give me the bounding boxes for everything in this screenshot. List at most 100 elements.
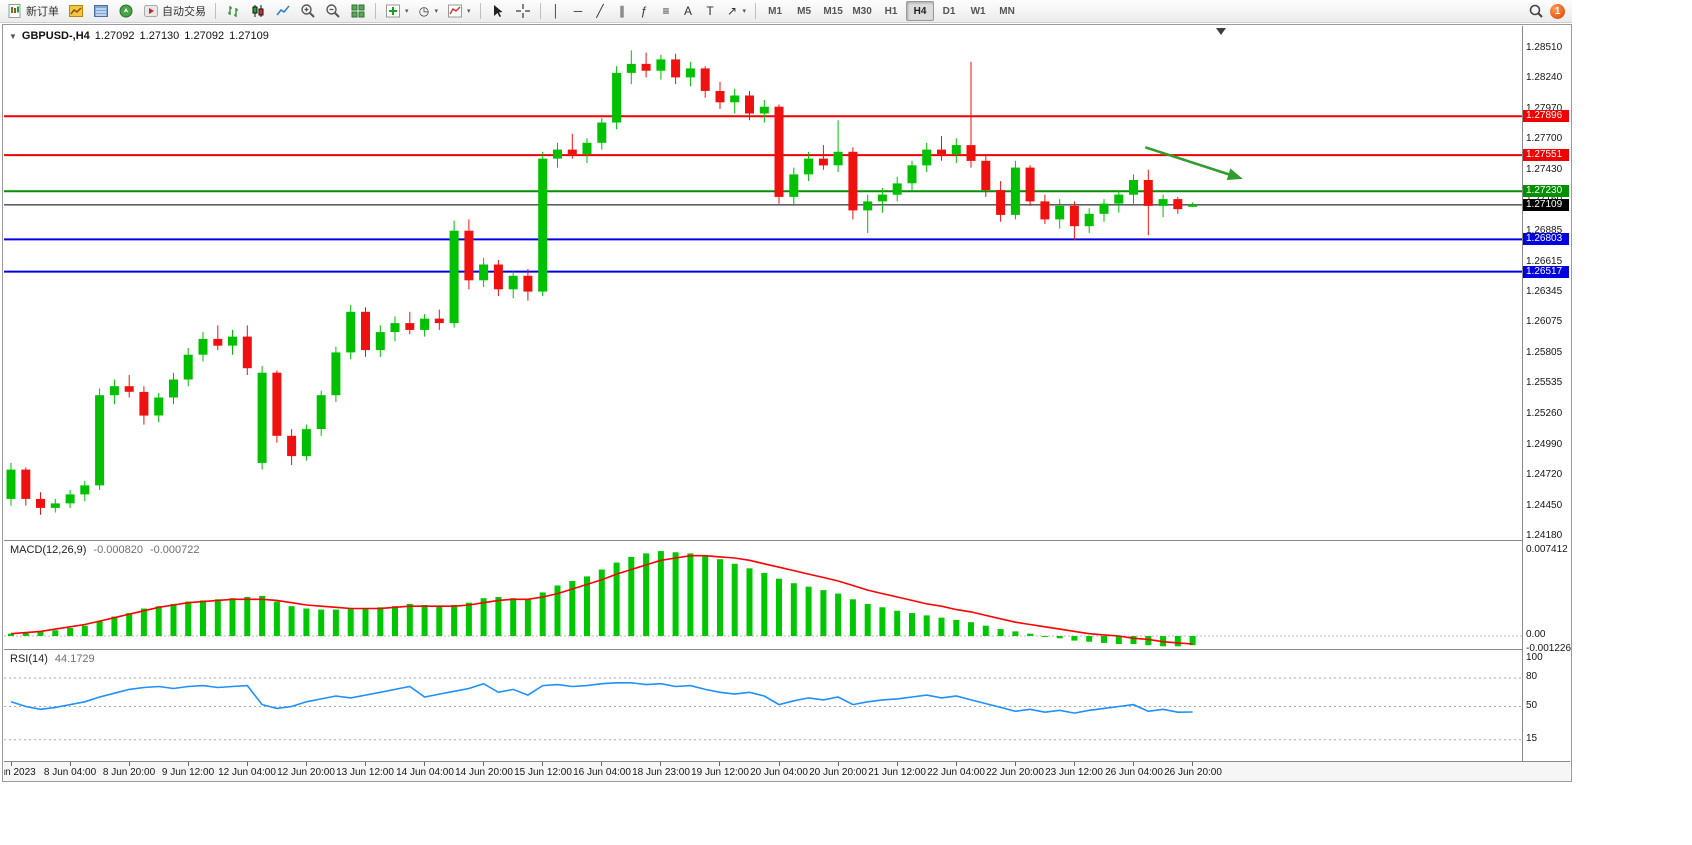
candle-body[interactable] xyxy=(1143,180,1153,206)
candle-body[interactable] xyxy=(1040,201,1050,220)
arrows-tool-button[interactable]: ↗ ▾ xyxy=(722,1,751,21)
candle-body[interactable] xyxy=(685,68,695,78)
candle-body[interactable] xyxy=(818,158,828,166)
timeframe-button-w1[interactable]: W1 xyxy=(970,5,986,17)
symbol-caret-icon[interactable]: ▼ xyxy=(9,31,17,41)
candle-body[interactable] xyxy=(21,469,31,499)
candle-body[interactable] xyxy=(1188,204,1198,207)
candle-body[interactable] xyxy=(1010,167,1020,215)
candle-body[interactable] xyxy=(700,68,710,91)
cursor-button[interactable] xyxy=(486,1,510,21)
candle-body[interactable] xyxy=(316,395,326,429)
candle-body[interactable] xyxy=(346,311,356,353)
candle-body[interactable] xyxy=(464,230,474,281)
crosshair-button[interactable] xyxy=(511,1,535,21)
candle-body[interactable] xyxy=(907,165,917,184)
candle-body[interactable] xyxy=(50,503,60,508)
candle-body[interactable] xyxy=(257,372,267,463)
line-chart-button[interactable] xyxy=(271,1,295,21)
candle-body[interactable] xyxy=(715,91,725,103)
horizontal-line-tool-button[interactable]: ─ xyxy=(568,1,589,21)
tile-windows-button[interactable] xyxy=(346,1,370,21)
trend-arrow-object[interactable] xyxy=(1144,146,1235,178)
candle-body[interactable] xyxy=(523,275,533,292)
candle-body[interactable] xyxy=(1055,205,1065,220)
candle-body[interactable] xyxy=(80,485,90,495)
candle-body[interactable] xyxy=(1099,203,1109,214)
zoom-out-button[interactable] xyxy=(321,1,345,21)
data-window-button[interactable] xyxy=(89,1,113,21)
candle-body[interactable] xyxy=(434,318,444,324)
price-scale[interactable]: 1.28510 1.28240 1.27970 1.27700 1.27430 1.271… xyxy=(1522,26,1571,761)
candle-body[interactable] xyxy=(479,264,489,281)
shapes-tool-button[interactable]: ≡ xyxy=(656,1,677,21)
timeframe-button-mn[interactable]: MN xyxy=(999,5,1015,17)
timeframe-button-d1[interactable]: D1 xyxy=(942,5,956,17)
search-icon[interactable] xyxy=(1528,3,1544,19)
candle-body[interactable] xyxy=(449,230,459,324)
candle-body[interactable] xyxy=(774,106,784,197)
candle-body[interactable] xyxy=(892,183,902,195)
candle-body[interactable] xyxy=(198,338,208,355)
candle-body[interactable] xyxy=(553,149,562,159)
candle-body[interactable] xyxy=(597,122,607,143)
candle-body[interactable] xyxy=(95,395,105,486)
candle-body[interactable] xyxy=(109,386,119,396)
candle-body[interactable] xyxy=(582,142,592,155)
candle-body[interactable] xyxy=(420,318,430,330)
market-watch-button[interactable] xyxy=(64,1,88,21)
candle-body[interactable] xyxy=(1069,205,1079,227)
candle-body[interactable] xyxy=(745,95,754,114)
rsi-chart[interactable] xyxy=(4,650,1522,761)
candle-body[interactable] xyxy=(1173,199,1183,210)
notification-badge[interactable]: 1 xyxy=(1550,3,1565,19)
candle-body[interactable] xyxy=(139,391,149,416)
candle-body[interactable] xyxy=(951,145,961,155)
candle-body[interactable] xyxy=(966,145,976,161)
candle-body[interactable] xyxy=(390,323,400,333)
candle-body[interactable] xyxy=(789,174,799,197)
indicators-button[interactable]: ▾ xyxy=(381,1,413,21)
candle-body[interactable] xyxy=(154,397,164,416)
candle-body[interactable] xyxy=(1158,199,1168,206)
candle-body[interactable] xyxy=(301,429,311,457)
templates-button[interactable]: ▾ xyxy=(443,1,475,21)
candle-body[interactable] xyxy=(508,275,518,290)
channel-tool-button[interactable]: ∥ xyxy=(612,1,633,21)
candle-body[interactable] xyxy=(331,352,341,396)
candle-body[interactable] xyxy=(759,106,769,114)
fibonacci-tool-button[interactable]: ƒ xyxy=(634,1,655,21)
candle-body[interactable] xyxy=(626,63,636,73)
candle-body[interactable] xyxy=(183,354,193,380)
text-tool-button[interactable]: A xyxy=(678,1,699,21)
macd-chart[interactable] xyxy=(4,541,1522,649)
candle-body[interactable] xyxy=(65,494,75,504)
candle-body[interactable] xyxy=(361,311,370,351)
bar-chart-button[interactable] xyxy=(221,1,245,21)
candle-body[interactable] xyxy=(937,149,946,155)
candle-body[interactable] xyxy=(612,72,622,123)
time-axis[interactable]: 7 Jun 2023 8 Jun 04:00 8 Jun 20:00 9 Jun 12… xyxy=(4,761,1570,781)
candle-body[interactable] xyxy=(538,158,548,292)
candle-body[interactable] xyxy=(1025,167,1035,202)
candle-body[interactable] xyxy=(863,201,873,211)
new-order-button[interactable]: 新订单 xyxy=(3,1,63,21)
timeframe-button-m30[interactable]: M30 xyxy=(852,5,872,17)
candle-body[interactable] xyxy=(804,158,814,175)
navigator-button[interactable] xyxy=(114,1,138,21)
timeframe-button-m1[interactable]: M1 xyxy=(768,5,783,17)
candle-body[interactable] xyxy=(124,386,134,392)
candle-body[interactable] xyxy=(405,323,415,330)
timeframe-button-m15[interactable]: M15 xyxy=(823,5,843,17)
text-label-tool-button[interactable]: T xyxy=(700,1,721,21)
candle-body[interactable] xyxy=(1114,194,1124,204)
candle-body[interactable] xyxy=(671,59,681,78)
candle-body[interactable] xyxy=(567,149,577,155)
autotrading-button[interactable]: 自动交易 xyxy=(139,1,210,21)
candle-body[interactable] xyxy=(228,336,237,346)
timeframe-button-h4[interactable]: H4 xyxy=(906,1,935,21)
candle-body[interactable] xyxy=(272,372,282,436)
chart-shift-marker[interactable] xyxy=(1216,28,1226,35)
candle-body[interactable] xyxy=(1129,180,1138,195)
trendline-tool-button[interactable]: ╱ xyxy=(590,1,611,21)
